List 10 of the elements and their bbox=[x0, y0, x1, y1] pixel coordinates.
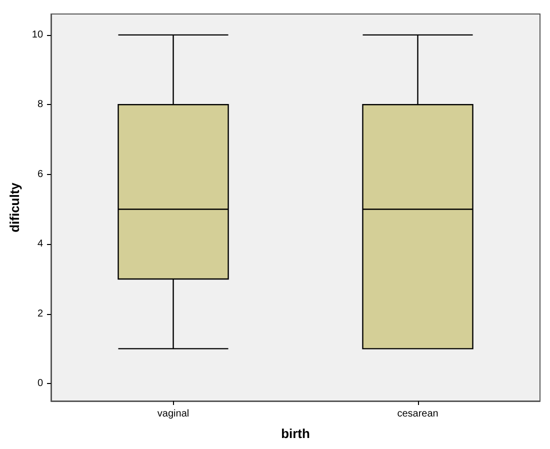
y-axis-title: dificulty bbox=[7, 182, 22, 232]
x-tick-label: vaginal bbox=[157, 408, 190, 420]
y-tick-label: 8 bbox=[37, 99, 44, 110]
y-tick-label: 0 bbox=[37, 378, 44, 390]
y-tick-label: 2 bbox=[37, 308, 44, 320]
x-tick-label: cesarean bbox=[397, 408, 438, 420]
y-tick-label: 4 bbox=[37, 238, 44, 250]
y-tick-label: 10 bbox=[32, 29, 44, 40]
x-axis-title: birth bbox=[281, 426, 310, 441]
y-tick-label: 6 bbox=[37, 168, 44, 180]
